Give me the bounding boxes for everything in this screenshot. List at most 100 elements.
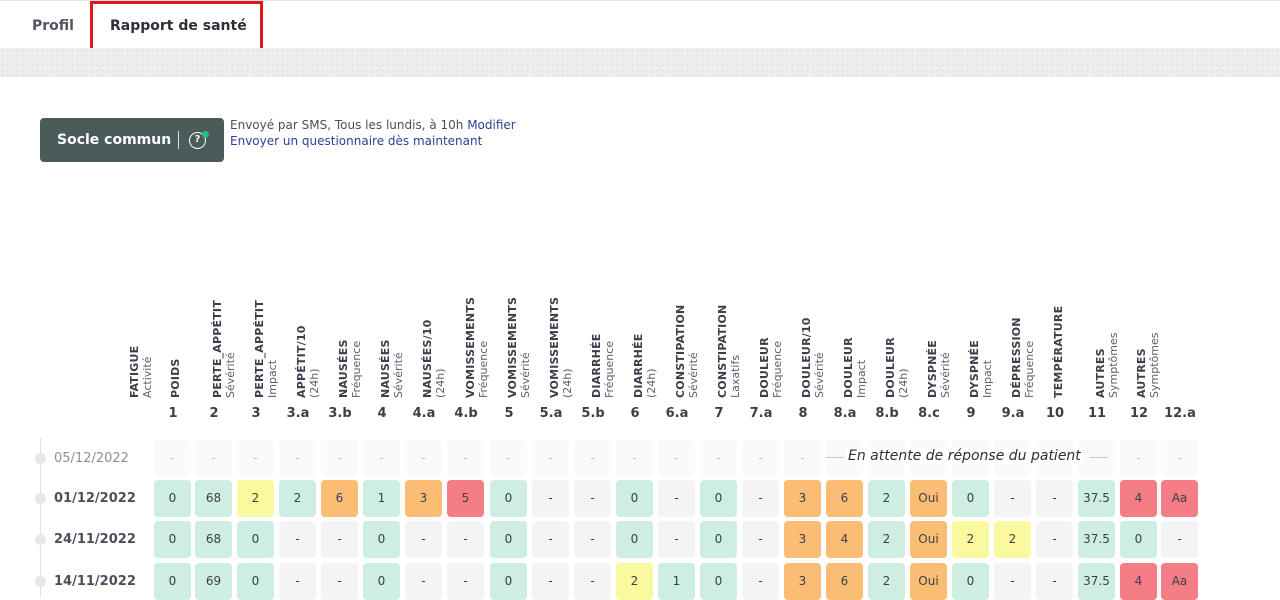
table-cell[interactable]: 37.5: [1078, 480, 1115, 517]
table-cell[interactable]: -: [658, 440, 695, 477]
table-cell[interactable]: -: [532, 480, 569, 517]
table-cell[interactable]: -: [574, 480, 611, 517]
table-cell[interactable]: 1: [658, 563, 695, 600]
table-cell[interactable]: -: [447, 440, 484, 477]
table-cell[interactable]: -: [447, 563, 484, 600]
table-cell[interactable]: -: [1036, 480, 1073, 517]
table-cell[interactable]: 2: [868, 563, 905, 600]
table-cell[interactable]: -: [994, 563, 1031, 600]
table-cell[interactable]: -: [658, 521, 695, 558]
table-cell[interactable]: [1078, 440, 1115, 477]
table-cell[interactable]: -: [532, 521, 569, 558]
table-cell[interactable]: -: [321, 563, 358, 600]
table-cell[interactable]: -: [321, 440, 358, 477]
table-cell[interactable]: 3: [784, 480, 821, 517]
table-cell[interactable]: 37.5: [1078, 521, 1115, 558]
table-cell[interactable]: 6: [826, 563, 863, 600]
table-cell[interactable]: 68: [195, 521, 232, 558]
table-cell[interactable]: 0: [700, 521, 737, 558]
table-cell[interactable]: 5: [447, 480, 484, 517]
table-cell[interactable]: 0: [490, 480, 527, 517]
table-cell[interactable]: -: [1161, 521, 1198, 558]
table-cell[interactable]: -: [1120, 440, 1157, 477]
table-cell[interactable]: -: [279, 440, 316, 477]
table-cell[interactable]: 0: [700, 563, 737, 600]
table-cell[interactable]: 3: [784, 521, 821, 558]
table-cell[interactable]: -: [532, 563, 569, 600]
table-cell[interactable]: 0: [952, 563, 989, 600]
table-cell[interactable]: 0: [237, 521, 274, 558]
row-date[interactable]: 01/12/2022: [54, 491, 136, 506]
tab-rapport-de-sante[interactable]: Rapport de santé: [110, 18, 247, 34]
table-cell[interactable]: -: [405, 563, 442, 600]
table-cell[interactable]: Aa: [1161, 480, 1198, 517]
table-cell[interactable]: -: [1161, 440, 1198, 477]
table-cell[interactable]: 2: [279, 480, 316, 517]
table-cell[interactable]: -: [321, 521, 358, 558]
table-cell[interactable]: 69: [195, 563, 232, 600]
table-cell[interactable]: 68: [195, 480, 232, 517]
table-cell[interactable]: -: [154, 440, 191, 477]
table-cell[interactable]: -: [742, 563, 779, 600]
modify-link[interactable]: Modifier: [467, 118, 516, 132]
tab-profil[interactable]: Profil: [32, 18, 74, 34]
table-cell[interactable]: 0: [490, 563, 527, 600]
table-cell[interactable]: -: [574, 563, 611, 600]
table-cell[interactable]: -: [574, 440, 611, 477]
table-cell[interactable]: -: [279, 521, 316, 558]
table-cell[interactable]: -: [363, 440, 400, 477]
table-cell[interactable]: -: [447, 521, 484, 558]
table-cell[interactable]: Oui: [910, 521, 947, 558]
table-cell[interactable]: 4: [1120, 563, 1157, 600]
table-cell[interactable]: 0: [154, 563, 191, 600]
table-cell[interactable]: 2: [952, 521, 989, 558]
table-cell[interactable]: 3: [784, 563, 821, 600]
table-cell[interactable]: Oui: [910, 563, 947, 600]
table-cell[interactable]: 0: [154, 521, 191, 558]
table-cell[interactable]: 0: [490, 521, 527, 558]
table-cell[interactable]: 0: [700, 480, 737, 517]
table-cell[interactable]: -: [658, 480, 695, 517]
questionnaire-button[interactable]: Socle commun ?: [40, 118, 224, 162]
table-cell[interactable]: -: [490, 440, 527, 477]
table-cell[interactable]: -: [279, 563, 316, 600]
table-cell[interactable]: 6: [826, 480, 863, 517]
table-cell[interactable]: 4: [826, 521, 863, 558]
table-cell[interactable]: 2: [868, 480, 905, 517]
table-cell[interactable]: 2: [994, 521, 1031, 558]
table-cell[interactable]: -: [574, 521, 611, 558]
table-cell[interactable]: -: [195, 440, 232, 477]
table-cell[interactable]: Aa: [1161, 563, 1198, 600]
table-cell[interactable]: 2: [868, 521, 905, 558]
table-cell[interactable]: 0: [616, 480, 653, 517]
table-cell[interactable]: 0: [363, 563, 400, 600]
table-cell[interactable]: 0: [1120, 521, 1157, 558]
table-cell[interactable]: -: [742, 480, 779, 517]
table-cell[interactable]: -: [616, 440, 653, 477]
table-cell[interactable]: -: [1036, 521, 1073, 558]
row-date[interactable]: 05/12/2022: [54, 451, 129, 466]
send-now-link[interactable]: Envoyer un questionnaire dès maintenant: [230, 134, 483, 148]
table-cell[interactable]: Oui: [910, 480, 947, 517]
table-cell[interactable]: 4: [1120, 480, 1157, 517]
table-cell[interactable]: 6: [321, 480, 358, 517]
table-cell[interactable]: -: [532, 440, 569, 477]
table-cell[interactable]: -: [784, 440, 821, 477]
table-cell[interactable]: 37.5: [1078, 563, 1115, 600]
table-cell[interactable]: 0: [363, 521, 400, 558]
table-cell[interactable]: -: [742, 440, 779, 477]
help-icon[interactable]: ?: [189, 132, 206, 149]
table-cell[interactable]: 0: [237, 563, 274, 600]
table-cell[interactable]: -: [405, 521, 442, 558]
table-cell[interactable]: 0: [952, 480, 989, 517]
table-cell[interactable]: 2: [237, 480, 274, 517]
row-date[interactable]: 14/11/2022: [54, 574, 136, 589]
table-cell[interactable]: -: [405, 440, 442, 477]
table-cell[interactable]: -: [994, 480, 1031, 517]
table-cell[interactable]: -: [1036, 563, 1073, 600]
table-cell[interactable]: 0: [616, 521, 653, 558]
table-cell[interactable]: 0: [154, 480, 191, 517]
table-cell[interactable]: -: [237, 440, 274, 477]
table-cell[interactable]: 1: [363, 480, 400, 517]
row-date[interactable]: 24/11/2022: [54, 532, 136, 547]
